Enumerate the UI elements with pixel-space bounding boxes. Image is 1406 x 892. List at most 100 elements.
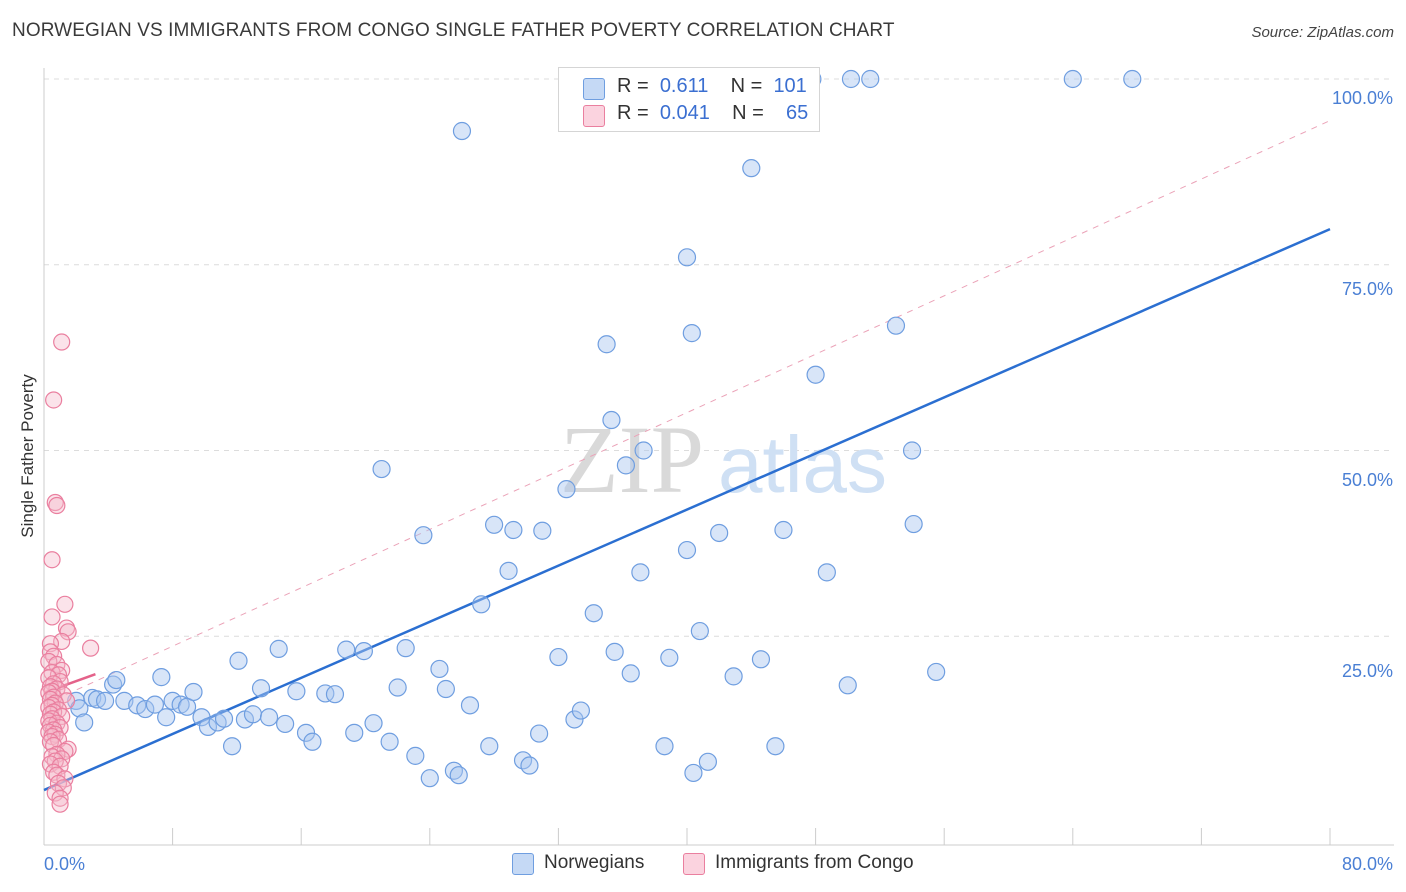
- congo-points: [40, 333, 100, 813]
- x-tick-80: 80.0%: [1342, 854, 1393, 874]
- legend-text-norwegians: R = 0.611 N = 101: [617, 75, 807, 97]
- norwegians-point: [841, 69, 861, 89]
- norwegians-point: [449, 766, 468, 785]
- norwegians-point: [259, 708, 279, 727]
- norwegians-point: [499, 561, 518, 580]
- norwegians-point: [243, 705, 263, 724]
- norwegians-point: [597, 335, 616, 354]
- norwegians-point: [136, 699, 155, 719]
- norwegians-point: [192, 708, 211, 727]
- legend-swatch-congo: [683, 853, 705, 875]
- congo-point: [45, 391, 63, 409]
- norwegians-point: [287, 682, 306, 701]
- congo-point: [51, 757, 69, 775]
- grid-lines: [44, 78, 1394, 637]
- correlation-legend: R = 0.611 N = 101 R = 0.041 N = 65: [558, 67, 820, 132]
- congo-point: [49, 666, 68, 684]
- norwegians-point: [184, 682, 203, 702]
- norwegians-point: [634, 441, 653, 460]
- legend-swatch-norwegians: [512, 853, 534, 875]
- norwegians-trend-line: [43, 227, 1331, 792]
- norwegians-point: [605, 642, 624, 661]
- norwegians-point: [157, 708, 176, 727]
- norwegians-point: [436, 679, 455, 699]
- norwegians-point: [380, 732, 399, 751]
- legend-text-congo: R = 0.041 N = 65: [617, 102, 809, 124]
- tick-labels: 100.0% 75.0% 50.0% 25.0% 0.0% 80.0%: [44, 88, 1393, 874]
- norwegians-point: [861, 69, 880, 89]
- norwegians-point: [677, 248, 697, 267]
- norwegians-point: [751, 650, 771, 669]
- norwegians-point: [927, 662, 946, 682]
- norwegians-point: [325, 685, 345, 704]
- norwegians-point: [886, 316, 906, 335]
- norwegians-point: [677, 540, 697, 560]
- norwegians-point: [269, 639, 288, 658]
- norwegians-point: [485, 515, 504, 534]
- legend-swatch-pink: [583, 105, 605, 127]
- norwegians-point: [838, 676, 857, 695]
- norwegians-point: [557, 480, 576, 499]
- norwegians-point: [806, 365, 825, 384]
- norwegians-point: [214, 709, 234, 728]
- norwegians-point: [145, 695, 165, 714]
- norwegians-point: [774, 520, 793, 540]
- norwegians-point: [690, 621, 709, 641]
- norwegians-point: [460, 696, 480, 715]
- congo-point: [43, 551, 61, 569]
- norwegians-point: [430, 659, 449, 679]
- norwegians-point: [222, 737, 242, 756]
- norwegians-points: [67, 69, 1142, 788]
- norwegians-point: [684, 763, 703, 783]
- congo-point: [59, 623, 77, 641]
- norwegians-point: [571, 701, 591, 720]
- y-tick-75: 75.0%: [1342, 279, 1393, 299]
- congo-point: [56, 595, 74, 613]
- norwegians-point: [316, 684, 335, 703]
- norwegians-point: [766, 737, 785, 756]
- norwegians-point: [472, 595, 491, 614]
- norwegians-point: [533, 521, 552, 540]
- norwegians-point: [354, 642, 373, 661]
- norwegians-point: [616, 456, 636, 475]
- congo-point: [82, 639, 100, 657]
- norwegians-point: [710, 523, 729, 543]
- norwegians-point: [414, 526, 433, 545]
- norwegians-point: [530, 724, 549, 743]
- norwegians-point: [584, 604, 603, 623]
- norwegians-point: [565, 710, 584, 729]
- norwegians-point: [520, 756, 539, 775]
- norwegians-point: [549, 647, 568, 667]
- legend-label-congo: Immigrants from Congo: [715, 852, 914, 873]
- congo-point: [48, 496, 66, 515]
- norwegians-point: [655, 737, 674, 756]
- norwegians-point: [480, 737, 499, 756]
- norwegians-point: [364, 714, 383, 733]
- source-label: Source: ZipAtlas.com: [1251, 24, 1394, 41]
- norwegians-point: [406, 746, 425, 765]
- norwegians-point: [396, 639, 415, 658]
- norwegians-point: [698, 752, 717, 771]
- norwegians-point: [504, 520, 523, 540]
- y-tick-25: 25.0%: [1342, 661, 1393, 681]
- norwegians-point: [198, 717, 218, 736]
- norwegians-point: [1063, 69, 1082, 89]
- norwegians-point: [276, 714, 295, 734]
- y-tick-100: 100.0%: [1332, 88, 1393, 108]
- congo-dashed-trend: [43, 120, 1331, 706]
- norwegians-point: [229, 651, 248, 670]
- x-tick-0: 0.0%: [44, 854, 85, 874]
- norwegians-point: [631, 563, 650, 582]
- norwegians-point: [345, 723, 364, 742]
- norwegians-point: [152, 668, 171, 687]
- norwegians-point: [817, 563, 836, 582]
- norwegians-point: [372, 459, 391, 479]
- congo-point: [43, 608, 61, 626]
- congo-point: [46, 784, 64, 802]
- norwegians-point: [420, 769, 439, 788]
- norwegians-point: [251, 679, 271, 698]
- congo-point: [46, 493, 64, 512]
- congo-point: [51, 789, 69, 807]
- norwegians-point: [724, 667, 743, 686]
- norwegians-point: [742, 159, 761, 178]
